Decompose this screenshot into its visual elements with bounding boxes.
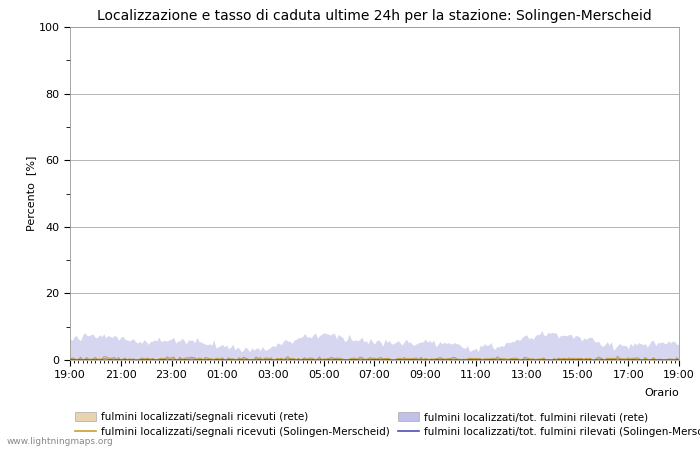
Legend: fulmini localizzati/segnali ricevuti (rete), fulmini localizzati/segnali ricevut: fulmini localizzati/segnali ricevuti (re…: [75, 412, 700, 437]
Text: Orario: Orario: [644, 388, 679, 398]
Title: Localizzazione e tasso di caduta ultime 24h per la stazione: Solingen-Merscheid: Localizzazione e tasso di caduta ultime …: [97, 9, 652, 23]
Text: www.lightningmaps.org: www.lightningmaps.org: [7, 436, 113, 446]
Y-axis label: Percento  [%]: Percento [%]: [26, 156, 36, 231]
